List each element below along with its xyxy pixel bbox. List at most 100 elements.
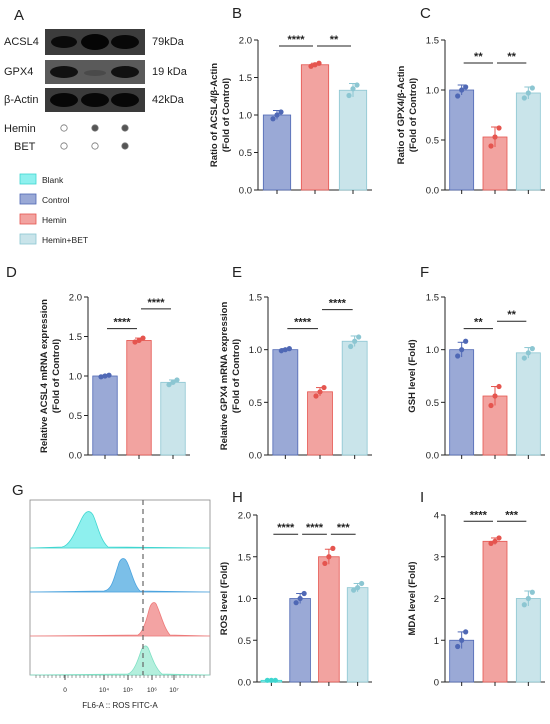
data-point: [459, 637, 465, 643]
data-point: [330, 545, 336, 552]
bar: [346, 587, 369, 683]
significance-label: **: [474, 317, 483, 329]
y-tick-label: 0.0: [426, 186, 439, 197]
flow-x-axis: 0 10⁴ 10⁵ 10⁶ 10⁷: [35, 675, 205, 694]
legend-swatch: [19, 213, 37, 225]
legend-swatch: [19, 193, 37, 205]
y-tick-label: 1.0: [238, 594, 251, 605]
treatment-table: Hemin BET: [4, 123, 129, 153]
data-point: [346, 92, 352, 99]
significance-label: **: [330, 34, 339, 46]
blot-band: [111, 66, 139, 78]
significance-label: ****: [306, 522, 324, 534]
y-tick-label: 0.5: [238, 636, 251, 647]
y-axis-label: MDA level (Fold): [407, 561, 418, 635]
y-tick-label: 0.5: [426, 398, 439, 409]
y-tick-label: 4: [434, 511, 439, 522]
data-point: [140, 335, 146, 341]
blot-protein-label: ACSL4: [4, 36, 39, 48]
data-point: [355, 585, 361, 591]
y-tick-label: 1.5: [249, 293, 262, 304]
significance-label: ****: [147, 297, 165, 309]
bar: [449, 89, 475, 191]
bar: [92, 375, 118, 456]
data-point: [463, 629, 469, 635]
panel-letter: H: [232, 489, 243, 506]
y-tick-label: 1.5: [426, 293, 439, 304]
panel-letter-a: A: [14, 7, 24, 24]
blot-protein-label: β-Actin: [4, 94, 38, 106]
dot-filled-icon: [121, 142, 129, 150]
data-point: [321, 384, 327, 391]
data-point: [488, 540, 494, 546]
legend-swatch: [19, 233, 37, 245]
data-point: [286, 346, 292, 352]
data-point: [351, 587, 357, 593]
bar: [515, 92, 541, 191]
data-point: [326, 554, 332, 560]
data-point: [455, 643, 461, 650]
legend-label: Blank: [42, 175, 64, 185]
bar: [318, 556, 340, 683]
bar: [482, 540, 508, 683]
data-point: [136, 337, 142, 344]
bar: [341, 340, 368, 456]
bar: [126, 340, 152, 456]
significance-label: ***: [337, 522, 351, 534]
data-point: [102, 373, 108, 379]
data-point: [293, 600, 299, 606]
significance-label: ***: [505, 509, 519, 521]
blot-row-acsl4: ACSL4 79kDa: [4, 29, 185, 55]
blot-kda-label: 79kDa: [152, 36, 185, 48]
data-point: [301, 590, 307, 597]
data-point: [278, 109, 284, 115]
blot-panel: A ACSL4 79kDa GPX4 19 kDa β-Actin 42kDa: [4, 7, 188, 153]
y-tick-label: 0.5: [239, 148, 252, 159]
y-tick-label: 0.5: [249, 398, 262, 409]
data-point: [313, 393, 319, 399]
data-point: [459, 347, 465, 353]
data-point: [174, 377, 180, 383]
y-axis-label: GSH level (Fold): [407, 339, 418, 412]
blot-band: [111, 93, 139, 107]
blot-protein-label: GPX4: [4, 66, 33, 78]
data-point: [525, 90, 531, 96]
y-tick-label: 0.0: [239, 186, 252, 197]
legend: Blank Control Hemin Hemin+BET: [19, 173, 88, 245]
data-point: [529, 346, 535, 352]
bar: [300, 64, 330, 191]
y-tick-label: 1.0: [426, 86, 439, 97]
data-point: [521, 602, 527, 608]
y-tick-label: 1.5: [239, 73, 252, 84]
data-point: [492, 538, 498, 544]
data-point: [322, 560, 328, 567]
bar: [262, 114, 292, 191]
chart-f: F 0.0 0.5 1.0 1.5 GSH level (Fold) ** **: [407, 264, 545, 462]
data-point: [359, 580, 365, 587]
y-tick-label: 0.0: [69, 451, 82, 462]
flow-histogram-bet: [29, 645, 211, 676]
legend-label: Hemin+BET: [42, 235, 88, 245]
data-point: [525, 350, 531, 356]
y-tick-label: 2.0: [238, 511, 251, 522]
flow-histogram-control: [29, 558, 211, 593]
data-point: [529, 85, 535, 91]
panel-letter: B: [232, 5, 242, 22]
y-tick-label: 2.0: [239, 36, 252, 47]
data-point: [496, 125, 502, 131]
data-point: [521, 355, 527, 361]
y-axis-label: ROS level (Fold): [219, 562, 230, 635]
data-point: [312, 62, 318, 68]
data-point: [455, 93, 461, 99]
bar: [272, 349, 299, 456]
y-tick-label: 0.0: [426, 451, 439, 462]
blot-band: [111, 35, 139, 49]
blot-kda-label: 42kDa: [152, 94, 185, 106]
significance-label: **: [507, 51, 516, 63]
flow-tick-label: 0: [63, 687, 67, 694]
panel-letter: C: [420, 5, 431, 22]
flow-tick-label: 10⁴: [99, 687, 109, 694]
blot-kda-label: 19 kDa: [152, 66, 188, 78]
y-tick-label: 0.0: [238, 678, 251, 689]
y-axis-label: (Fold of Control): [221, 78, 232, 152]
